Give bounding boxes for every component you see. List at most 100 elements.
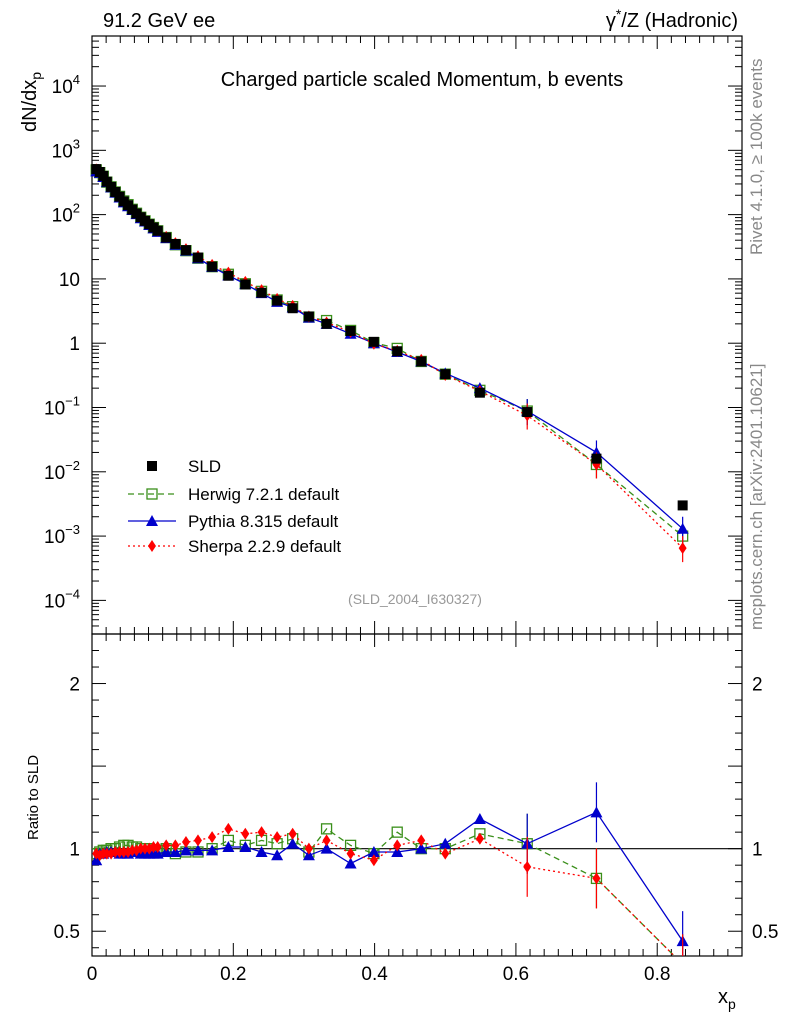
y-tick-label: 10: [59, 270, 80, 291]
ratio-point-sherpa: [153, 841, 162, 854]
ratio-point-sherpa: [322, 834, 331, 847]
ratio-point-sherpa: [119, 845, 128, 858]
ratio-point-pythia: [222, 841, 235, 853]
series-line-pythia: [95, 170, 684, 530]
y-tick-label: 10−1: [44, 394, 80, 420]
process-rest: /Z (Hadronic): [621, 10, 738, 32]
series-herwig: [90, 164, 689, 956]
ratio-point-sherpa: [140, 842, 149, 855]
legend-label-herwig: Herwig 7.2.1 default: [188, 485, 339, 504]
data-point-sld: [101, 176, 112, 187]
y-tick-label: 1: [69, 334, 80, 355]
ratio-plot-frame: [91, 633, 743, 957]
data-point-sld: [474, 387, 485, 398]
ratio-point-sherpa: [304, 842, 313, 855]
ratio-point-pythia: [344, 857, 357, 869]
energy-label: 91.2 GeV ee: [103, 10, 215, 32]
y-tick-label: 102: [52, 201, 80, 227]
ratio-tick-label-left: 2: [69, 675, 80, 696]
data-point-sld: [321, 318, 332, 329]
ratio-point-pythia: [473, 812, 486, 824]
data-point-sld: [192, 252, 203, 263]
ratio-point-pythia: [302, 849, 315, 861]
ratio-point-sherpa: [162, 839, 171, 852]
ratio-point-sherpa: [346, 847, 355, 860]
ratio-point-sherpa: [475, 832, 484, 845]
ratio-point-pythia: [320, 842, 333, 854]
x-tick-label: 0.6: [503, 964, 529, 985]
y-axis-label-sub: p: [28, 72, 44, 80]
data-point-sld: [368, 336, 379, 347]
ratio-point-herwig: [391, 826, 403, 838]
data-point-sld: [223, 270, 234, 281]
ratio-point-sherpa: [102, 847, 111, 860]
y-tick-label: 10−3: [44, 522, 80, 548]
x-axis-label: xp: [718, 986, 736, 1012]
curves: [90, 163, 689, 956]
ratio-point-sherpa: [417, 834, 426, 847]
ratio-point-sherpa: [273, 831, 282, 844]
ratio-point-sherpa: [136, 842, 145, 855]
ratio-point-sherpa: [149, 841, 158, 854]
analysis-tag: (SLD_2004_I630327): [348, 591, 482, 607]
ratio-point-sherpa: [115, 845, 124, 858]
ratio-point-sherpa: [369, 854, 378, 867]
ratio-point-pythia: [255, 845, 268, 857]
ratio-point-pythia: [415, 842, 428, 854]
ratio-tick-label-right: 2: [752, 675, 763, 696]
data-point-sld: [240, 279, 251, 290]
ratio-point-sherpa: [128, 844, 137, 857]
ratio-point-pythia: [439, 837, 452, 849]
axes-ticks: 0 0.2 0.4 0.6 0.810−410−310−210−111010210310…: [44, 35, 778, 985]
ratio-point-pythia: [206, 844, 219, 856]
ratio-point-pythia: [191, 844, 204, 856]
ratio-tick-label-left: 0.5: [54, 922, 80, 943]
process-star: *: [616, 6, 622, 22]
mcplots-label: mcplots.cern.ch [arXiv:2401.10621]: [747, 364, 766, 630]
ratio-point-pythia: [391, 845, 404, 857]
data-point-sld: [106, 181, 117, 192]
ratio-point-herwig: [320, 823, 333, 835]
ratio-point-sherpa: [193, 834, 202, 847]
data-point-sld: [207, 261, 218, 272]
y-tick-label: 10−2: [44, 458, 80, 484]
ratio-tick-label-left: 1: [69, 840, 80, 861]
ratio-point-sherpa: [208, 831, 217, 844]
ratio-point-pythia: [239, 841, 252, 853]
ratio-point-sherpa: [393, 839, 402, 852]
ratio-point-pythia: [92, 854, 103, 866]
data-point-sld: [272, 295, 283, 306]
data-point-sld: [591, 453, 602, 464]
ratio-point-pythia: [179, 844, 192, 856]
ratio-point-sherpa: [111, 845, 120, 858]
ratio-point-sherpa: [441, 847, 450, 860]
data-point-sld: [677, 500, 688, 511]
data-point-sld: [152, 225, 163, 236]
ratio-tick-label-right: 0.5: [752, 922, 778, 943]
data-point-sld: [98, 170, 109, 181]
data-point-sld: [161, 232, 172, 243]
y-axis-label: dN/dxp: [19, 72, 44, 132]
data-point-sld: [256, 287, 267, 298]
data-point-sld: [345, 325, 356, 336]
data-point-pythia: [676, 522, 689, 534]
ratio-series-sherpa: [92, 822, 684, 956]
data-point-sld: [392, 346, 403, 357]
data-point-sld: [416, 356, 427, 367]
legend: SLD Herwig 7.2.1 default Pythia 8.315 defa…: [128, 457, 341, 556]
data-point-sld: [180, 245, 191, 256]
data-point-sherpa: [678, 542, 687, 555]
ratio-point-pythia: [169, 845, 182, 857]
process-gamma: γ: [606, 10, 616, 32]
series-sherpa: [92, 163, 687, 956]
ratio-point-sherpa: [171, 839, 180, 852]
x-tick-label: 0.8: [644, 964, 670, 985]
data-point-sld: [170, 238, 181, 249]
legend-marker-sherpa: [148, 540, 156, 552]
ratio-point-pythia: [151, 847, 164, 859]
process-label: γ*/Z (Hadronic): [606, 6, 738, 32]
ratio-point-pythia: [286, 837, 299, 849]
ratio-point-pythia: [271, 849, 284, 861]
y-tick-label: 103: [52, 136, 80, 162]
series-line-sherpa: [95, 168, 684, 549]
